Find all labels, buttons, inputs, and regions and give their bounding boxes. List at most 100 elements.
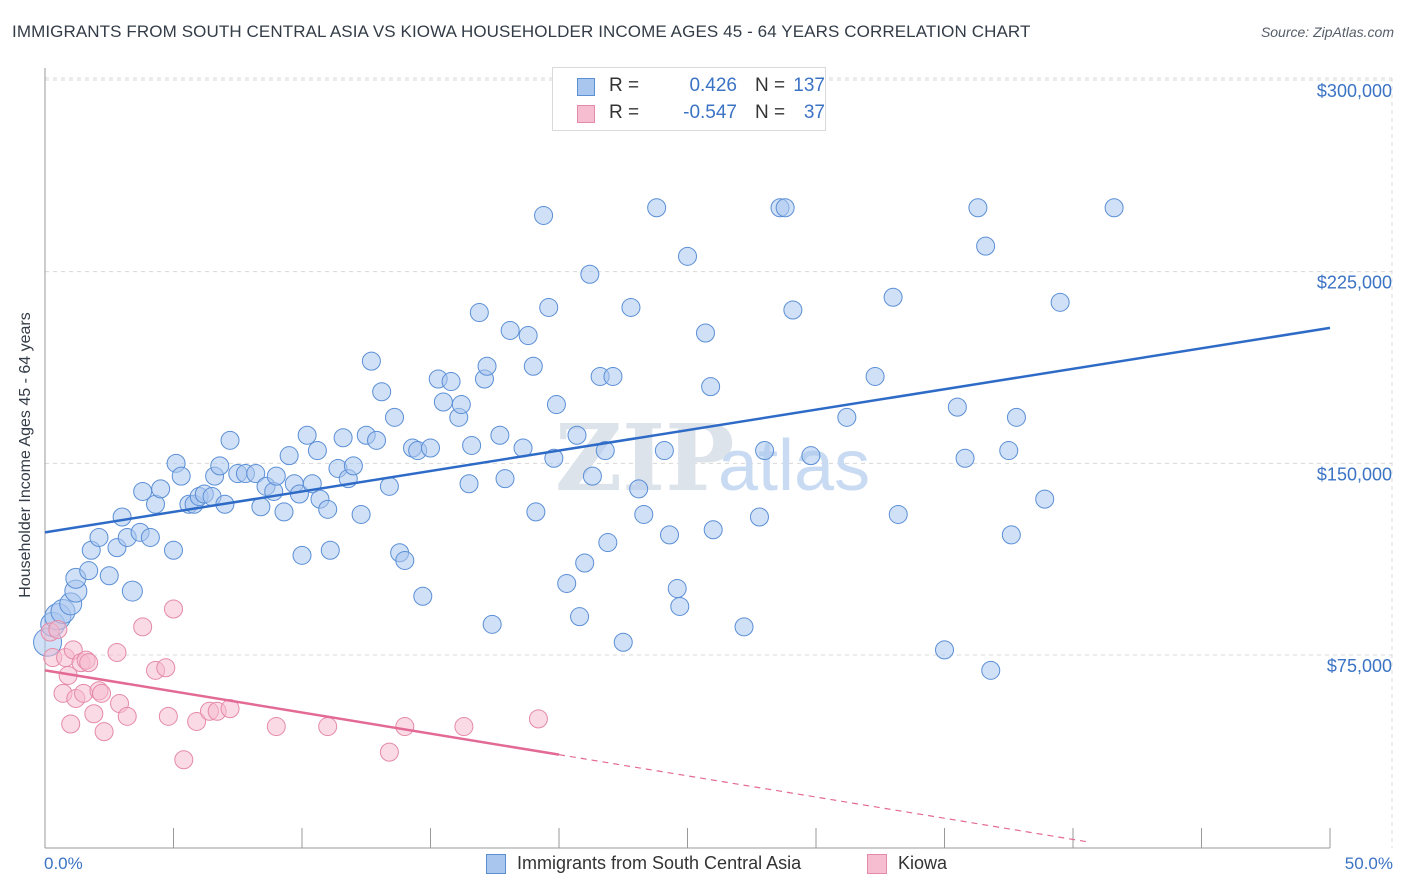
data-point-immigrants: [121, 580, 143, 602]
data-point-immigrants: [361, 351, 381, 371]
legend-r-label: R =: [609, 102, 640, 123]
data-point-immigrants: [999, 441, 1019, 461]
data-point-immigrants: [703, 520, 723, 540]
data-point-kiowa: [92, 683, 112, 703]
data-point-immigrants: [755, 441, 775, 461]
data-point-immigrants: [580, 264, 600, 284]
legend-swatch-pink: [577, 105, 595, 123]
data-point-kiowa: [84, 704, 104, 724]
data-point-immigrants: [490, 425, 510, 445]
data-point-immigrants: [695, 323, 715, 343]
data-point-immigrants: [395, 550, 415, 570]
legend-n-label: N =: [755, 75, 786, 96]
data-point-immigrants: [251, 497, 271, 517]
data-point-immigrants: [654, 441, 674, 461]
data-point-immigrants: [482, 614, 502, 634]
data-point-immigrants: [367, 430, 387, 450]
legend-r-value: -0.547: [683, 102, 737, 123]
data-point-immigrants: [775, 198, 795, 218]
data-point-immigrants: [307, 441, 327, 461]
data-point-immigrants: [667, 579, 687, 599]
data-point-immigrants: [546, 395, 566, 415]
data-point-immigrants: [385, 407, 405, 427]
data-point-immigrants: [613, 632, 633, 652]
data-point-immigrants: [79, 561, 99, 581]
data-point-immigrants: [500, 320, 520, 340]
data-point-immigrants: [220, 430, 240, 450]
data-point-immigrants: [955, 448, 975, 468]
data-point-immigrants: [670, 596, 690, 616]
data-point-immigrants: [968, 198, 988, 218]
data-point-immigrants: [976, 236, 996, 256]
data-point-immigrants: [1104, 198, 1124, 218]
data-point-kiowa: [133, 617, 153, 637]
legend-label-kiowa: Kiowa: [898, 853, 948, 873]
data-point-immigrants: [783, 300, 803, 320]
data-point-immigrants: [89, 527, 109, 547]
data-point-immigrants: [1035, 489, 1055, 509]
data-point-kiowa: [395, 717, 415, 737]
data-point-immigrants: [112, 507, 132, 527]
data-point-immigrants: [421, 438, 440, 458]
legend-n-value: 37: [803, 102, 825, 123]
x-tick-label: 50.0%: [1345, 854, 1393, 873]
data-point-immigrants: [701, 377, 721, 397]
data-point-immigrants: [372, 382, 392, 402]
data-point-immigrants: [539, 297, 559, 317]
data-point-immigrants: [567, 425, 587, 445]
data-point-kiowa: [107, 642, 127, 662]
data-point-kiowa: [164, 599, 183, 619]
data-point-immigrants: [246, 464, 266, 484]
series-immigrants-points: [33, 198, 1124, 680]
trend-lines: [44, 326, 1331, 843]
trend-line-kiowa: [44, 669, 560, 756]
data-point-immigrants: [523, 356, 543, 376]
data-point-kiowa: [528, 709, 548, 729]
y-tick-labels: $75,000 $150,000 $225,000 $300,000: [1317, 81, 1392, 676]
data-point-immigrants: [333, 428, 353, 448]
data-point-immigrants: [634, 504, 654, 524]
data-point-kiowa: [94, 722, 114, 742]
data-point-kiowa: [187, 711, 207, 731]
data-point-kiowa: [318, 717, 338, 737]
data-point-immigrants: [888, 504, 908, 524]
data-point-kiowa: [79, 653, 99, 673]
data-point-immigrants: [734, 617, 754, 637]
data-point-immigrants: [318, 499, 338, 519]
data-point-immigrants: [279, 446, 299, 466]
data-point-kiowa: [48, 619, 68, 639]
chart-source: Source: ZipAtlas.com: [1260, 24, 1394, 40]
data-point-immigrants: [947, 397, 967, 417]
data-point-immigrants: [603, 366, 623, 386]
data-point-immigrants: [1050, 292, 1070, 312]
data-point-kiowa: [158, 706, 178, 726]
data-point-immigrants: [1001, 525, 1021, 545]
data-point-immigrants: [320, 540, 340, 560]
chart-title: IMMIGRANTS FROM SOUTH CENTRAL ASIA VS KI…: [12, 22, 1031, 41]
data-point-immigrants: [462, 435, 482, 455]
data-point-immigrants: [865, 366, 885, 386]
data-point-immigrants: [526, 502, 546, 522]
data-point-immigrants: [164, 540, 183, 560]
data-point-immigrants: [266, 466, 286, 486]
data-point-immigrants: [413, 586, 433, 606]
legend-swatch-blue: [486, 854, 506, 874]
data-point-immigrants: [557, 573, 577, 593]
data-point-immigrants: [837, 407, 857, 427]
legend-n-label: N =: [755, 102, 786, 123]
legend-r-label: R =: [609, 75, 640, 96]
data-point-immigrants: [518, 326, 538, 346]
legend-swatch-blue: [577, 78, 595, 96]
data-point-immigrants: [629, 479, 649, 499]
data-point-immigrants: [441, 372, 461, 392]
data-point-immigrants: [292, 545, 312, 565]
data-point-immigrants: [544, 448, 564, 468]
data-point-kiowa: [174, 750, 194, 770]
data-point-immigrants: [469, 303, 489, 323]
data-point-immigrants: [883, 287, 903, 307]
y-tick-label: $300,000: [1317, 81, 1392, 101]
data-point-immigrants: [351, 504, 371, 524]
data-point-immigrants: [140, 527, 160, 547]
data-point-immigrants: [660, 525, 680, 545]
